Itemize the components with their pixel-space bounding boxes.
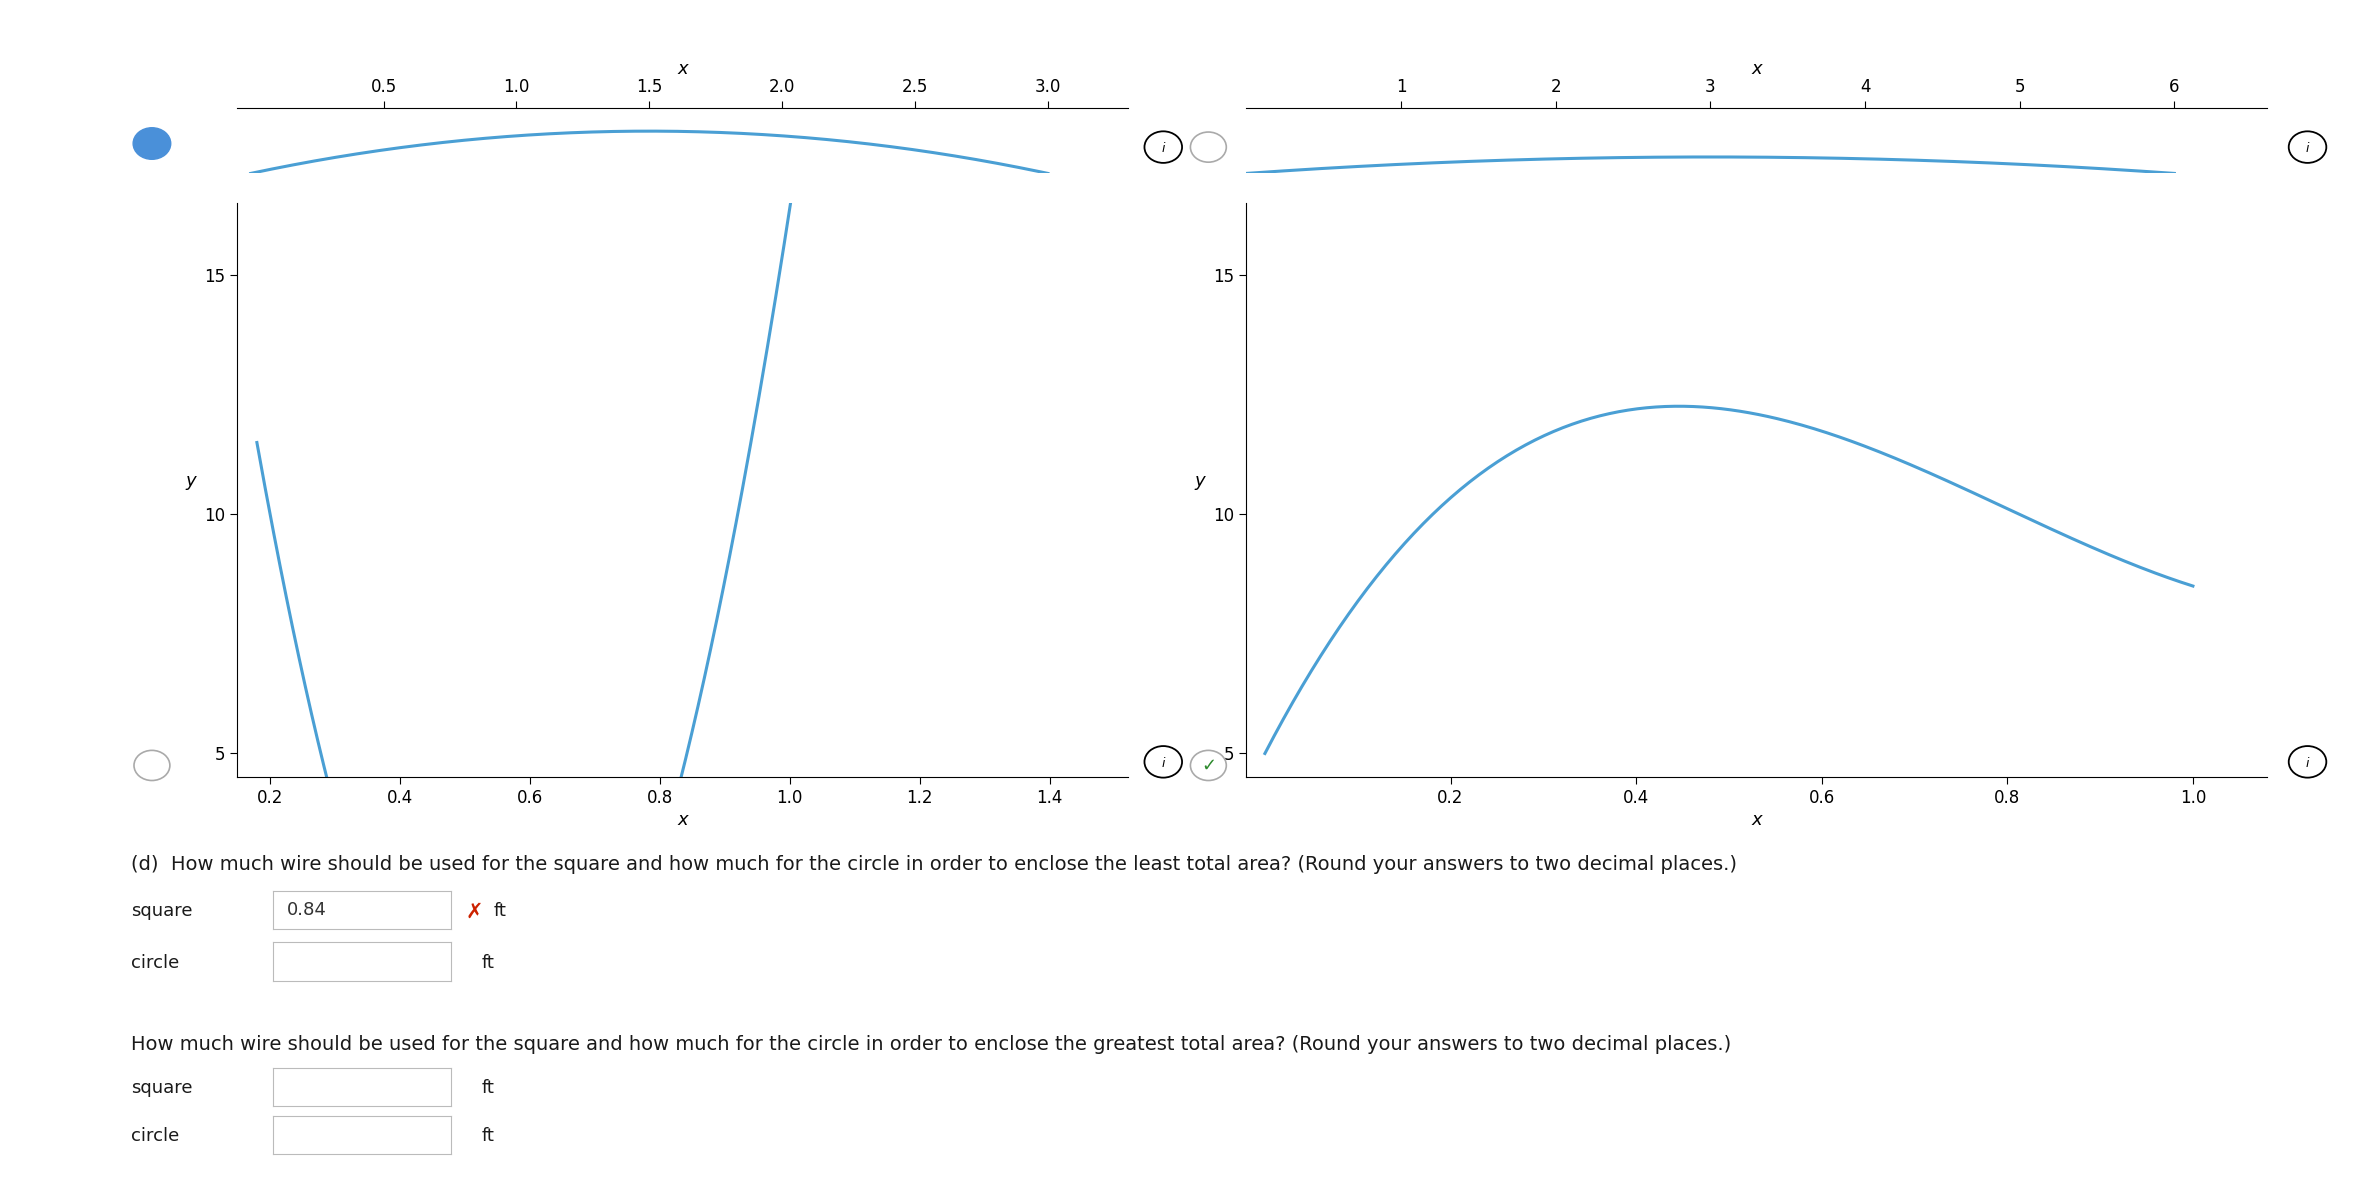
Text: i: i [2305,142,2310,155]
Text: ✓: ✓ [1201,756,1215,775]
Text: i: i [2305,757,2310,770]
Circle shape [133,128,171,159]
Text: circle: circle [131,953,178,972]
X-axis label: x: x [1752,60,1762,78]
X-axis label: x: x [677,60,688,78]
Y-axis label: y: y [1194,472,1206,490]
Text: i: i [1161,757,1166,770]
Text: 0.84: 0.84 [287,901,328,920]
X-axis label: x: x [1752,811,1762,829]
Text: ✗: ✗ [465,902,482,921]
X-axis label: x: x [677,811,688,829]
Text: i: i [1161,142,1166,155]
Text: ft: ft [482,1127,494,1146]
Text: How much wire should be used for the square and how much for the circle in order: How much wire should be used for the squ… [131,1035,1731,1054]
Text: square: square [131,1079,192,1098]
Text: circle: circle [131,1127,178,1146]
Text: square: square [131,902,192,921]
Text: ft: ft [494,902,506,921]
Text: ft: ft [482,1079,494,1098]
Text: (d)  How much wire should be used for the square and how much for the circle in : (d) How much wire should be used for the… [131,855,1735,874]
Text: ft: ft [482,953,494,972]
Y-axis label: y: y [185,472,197,490]
